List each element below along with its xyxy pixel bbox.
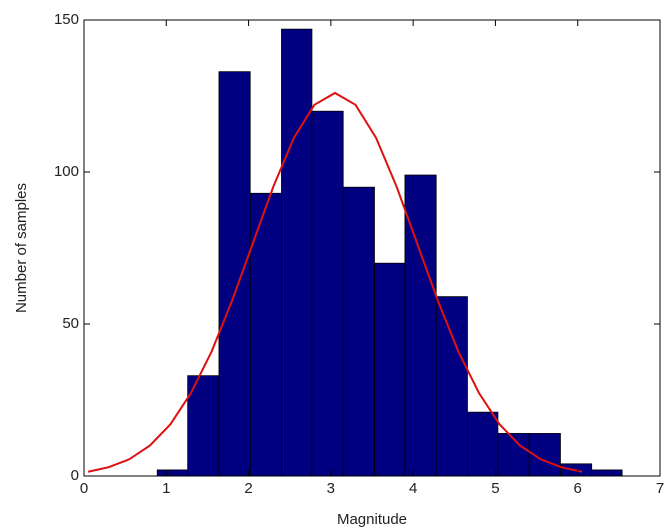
bar: [311, 110, 344, 477]
x-tick-label: 2: [244, 480, 252, 497]
bar: [249, 192, 282, 477]
x-tick-label: 1: [162, 480, 170, 497]
bar: [435, 296, 468, 477]
y-tick-label: 100: [54, 163, 79, 180]
bar: [156, 469, 189, 477]
x-tick-label: 6: [574, 480, 582, 497]
bar: [281, 28, 313, 477]
x-tick-label: 4: [409, 480, 417, 497]
x-tick-label: 0: [80, 480, 88, 497]
fit-curve: [87, 91, 583, 473]
y-tick-label: 50: [62, 315, 79, 332]
x-axis-label: Magnitude: [337, 511, 407, 528]
bar: [374, 262, 406, 477]
y-axis-label: Number of samples: [13, 183, 30, 313]
bar: [591, 469, 623, 477]
bar: [218, 71, 251, 477]
bar: [187, 375, 220, 477]
bar: [467, 411, 499, 477]
x-tick-label: 3: [327, 480, 335, 497]
bar: [342, 186, 375, 477]
x-tick-label: 5: [491, 480, 499, 497]
x-tick-label: 7: [656, 480, 664, 497]
plot-frame: [83, 19, 661, 477]
y-tick-label: 0: [71, 467, 79, 484]
y-tick-label: 150: [54, 11, 79, 28]
